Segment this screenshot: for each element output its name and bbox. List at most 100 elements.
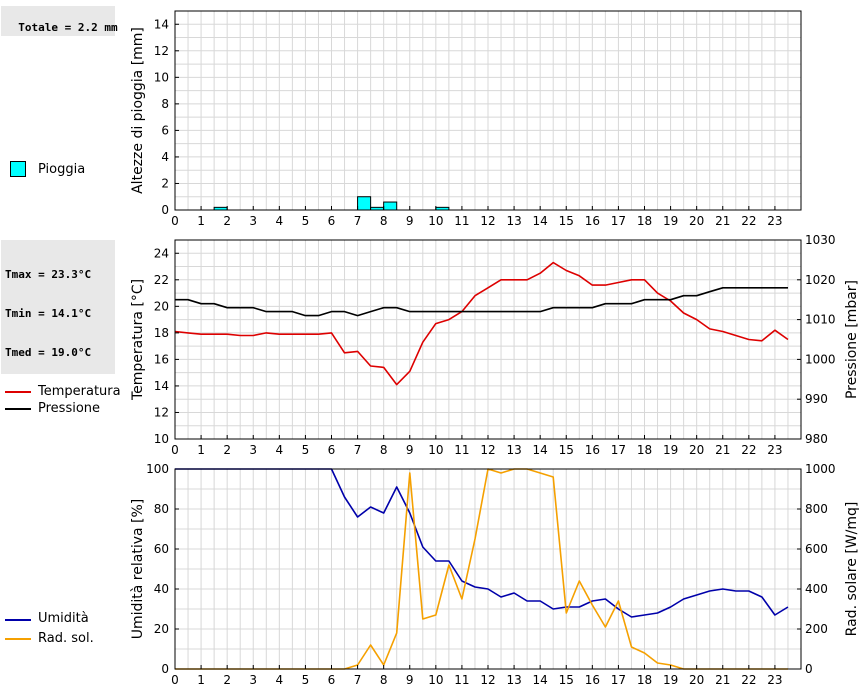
y2-tick-label: 1000 xyxy=(805,352,836,366)
x-tick-label: 0 xyxy=(171,214,179,228)
y-tick-label: 60 xyxy=(154,542,169,556)
y-tick-label: 22 xyxy=(154,273,169,287)
y2-axis-label: Pressione [mbar] xyxy=(844,280,860,399)
x-tick-label: 7 xyxy=(354,214,362,228)
rain-bar xyxy=(357,196,372,211)
x-tick-label: 19 xyxy=(663,673,678,687)
x-tick-label: 21 xyxy=(715,214,730,228)
x-tick-label: 16 xyxy=(585,214,600,228)
solar-legend-label: Rad. sol. xyxy=(38,631,94,646)
y2-tick-label: 800 xyxy=(805,502,828,516)
y2-tick-label: 1030 xyxy=(805,233,836,247)
rain-legend-swatch xyxy=(10,161,26,177)
x-tick-label: 19 xyxy=(663,214,678,228)
x-tick-label: 20 xyxy=(689,443,704,457)
y-tick-label: 40 xyxy=(154,582,169,596)
x-tick-label: 10 xyxy=(428,673,443,687)
x-tick-label: 13 xyxy=(506,443,521,457)
x-tick-label: 16 xyxy=(585,443,600,457)
y-tick-label: 14 xyxy=(154,17,169,31)
x-tick-label: 17 xyxy=(611,673,626,687)
x-tick-label: 13 xyxy=(506,673,521,687)
y-tick-label: 14 xyxy=(154,379,169,393)
y2-tick-label: 1000 xyxy=(805,462,836,476)
y-tick-label: 24 xyxy=(154,246,169,260)
temperature-legend-swatch xyxy=(5,391,31,393)
x-tick-label: 15 xyxy=(559,214,574,228)
x-tick-label: 10 xyxy=(428,443,443,457)
x-tick-label: 7 xyxy=(354,673,362,687)
x-tick-label: 15 xyxy=(559,443,574,457)
x-tick-label: 4 xyxy=(276,214,284,228)
y-tick-label: 18 xyxy=(154,326,169,340)
x-tick-label: 21 xyxy=(715,443,730,457)
y-tick-label: 12 xyxy=(154,405,169,419)
pressure-legend-label: Pressione xyxy=(38,401,101,416)
y-axis-label: Temperatura [°C] xyxy=(130,279,146,401)
x-tick-label: 4 xyxy=(276,673,284,687)
humidity-legend-swatch xyxy=(5,619,31,621)
temperature-legend-label: Temperatura xyxy=(38,384,121,399)
x-tick-label: 0 xyxy=(171,673,179,687)
x-tick-label: 7 xyxy=(354,443,362,457)
tmed-stat: Tmed = 19.0°C xyxy=(5,346,92,359)
rain-total: Totale = 2.2 mm xyxy=(18,21,118,34)
x-tick-label: 12 xyxy=(480,673,495,687)
y-axis-label: Umidità relativa [%] xyxy=(130,499,146,640)
y-tick-label: 6 xyxy=(161,123,169,137)
series-line-pressione xyxy=(175,286,788,317)
x-tick-label: 14 xyxy=(533,673,548,687)
y2-tick-label: 990 xyxy=(805,392,828,406)
x-tick-label: 13 xyxy=(506,214,521,228)
x-tick-label: 8 xyxy=(380,214,388,228)
x-tick-label: 5 xyxy=(302,214,310,228)
x-tick-label: 22 xyxy=(741,443,756,457)
x-tick-label: 18 xyxy=(637,673,652,687)
x-tick-label: 23 xyxy=(767,214,782,228)
series-line-umidit xyxy=(175,468,789,618)
x-tick-label: 1 xyxy=(197,673,205,687)
x-tick-label: 9 xyxy=(406,673,414,687)
y-tick-label: 2 xyxy=(161,176,169,190)
x-tick-label: 14 xyxy=(533,214,548,228)
x-tick-label: 11 xyxy=(454,443,469,457)
y2-tick-label: 1010 xyxy=(805,313,836,327)
y2-tick-label: 1020 xyxy=(805,273,836,287)
x-tick-label: 23 xyxy=(767,443,782,457)
tmin-stat: Tmin = 14.1°C xyxy=(5,307,92,320)
y-tick-label: 8 xyxy=(161,97,169,111)
y2-tick-label: 200 xyxy=(805,622,828,636)
y-tick-label: 100 xyxy=(146,462,169,476)
x-tick-label: 19 xyxy=(663,443,678,457)
x-tick-label: 4 xyxy=(276,443,284,457)
x-tick-label: 3 xyxy=(249,214,257,228)
x-tick-label: 21 xyxy=(715,673,730,687)
x-tick-label: 0 xyxy=(171,443,179,457)
x-tick-label: 3 xyxy=(249,673,257,687)
x-tick-label: 11 xyxy=(454,673,469,687)
x-tick-label: 12 xyxy=(480,214,495,228)
series-line-temperatura xyxy=(174,261,789,386)
x-tick-label: 15 xyxy=(559,673,574,687)
x-tick-label: 2 xyxy=(223,443,231,457)
y-tick-label: 0 xyxy=(161,203,169,217)
x-tick-label: 6 xyxy=(328,673,336,687)
y-tick-label: 10 xyxy=(154,70,169,84)
y-tick-label: 12 xyxy=(154,44,169,58)
x-tick-label: 22 xyxy=(741,673,756,687)
temp-stats-box: Tmax = 23.3°C Tmin = 14.1°C Tmed = 19.0°… xyxy=(1,240,115,374)
x-tick-label: 14 xyxy=(533,443,548,457)
x-tick-label: 1 xyxy=(197,443,205,457)
x-tick-label: 8 xyxy=(380,673,388,687)
x-tick-label: 9 xyxy=(406,443,414,457)
y-tick-label: 10 xyxy=(154,432,169,446)
tmax-stat: Tmax = 23.3°C xyxy=(5,268,92,281)
x-tick-label: 16 xyxy=(585,673,600,687)
y-tick-label: 20 xyxy=(154,622,169,636)
rain-legend-label: Pioggia xyxy=(38,162,86,177)
x-tick-label: 20 xyxy=(689,673,704,687)
x-tick-label: 5 xyxy=(302,673,310,687)
y2-tick-label: 400 xyxy=(805,582,828,596)
x-tick-label: 17 xyxy=(611,443,626,457)
